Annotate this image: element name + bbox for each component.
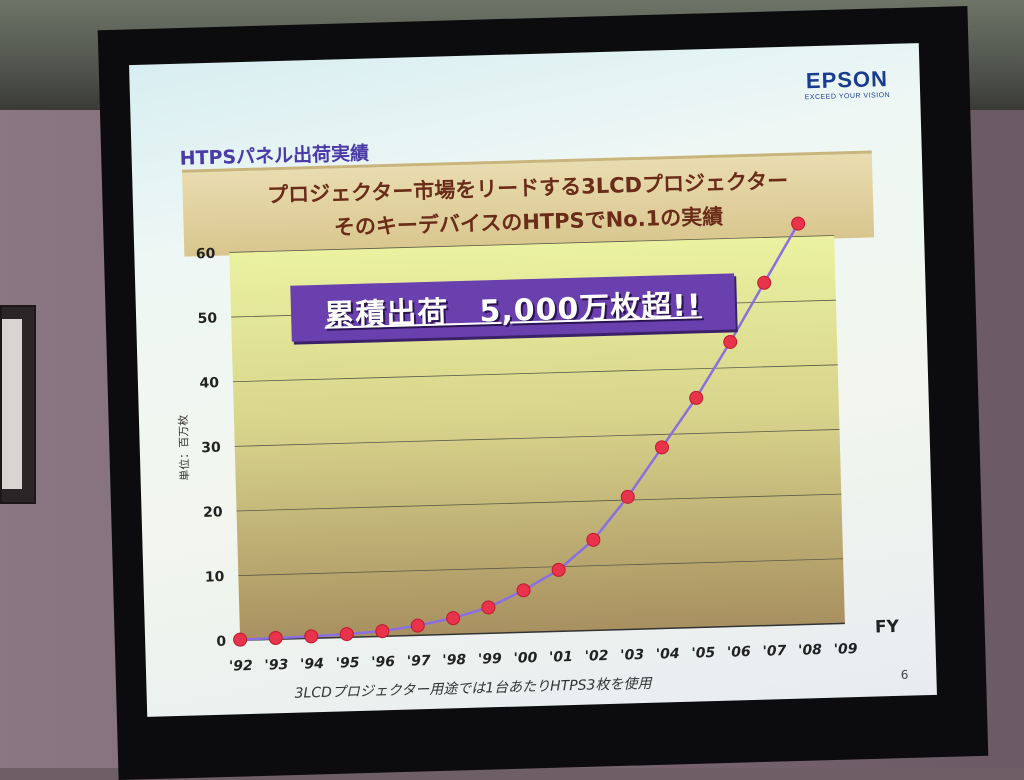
x-tick-label: '07 xyxy=(762,643,786,660)
data-point xyxy=(516,583,531,598)
data-point xyxy=(446,611,461,626)
data-point xyxy=(339,627,354,642)
x-tick-label: '04 xyxy=(656,646,680,663)
y-tick-label: 40 xyxy=(199,375,219,392)
data-point xyxy=(654,440,669,455)
data-point xyxy=(791,216,806,231)
gridline-30 xyxy=(234,429,840,447)
data-point xyxy=(375,624,390,639)
y-tick-label: 20 xyxy=(203,504,223,521)
series-markers xyxy=(233,216,806,647)
x-axis-label: FY xyxy=(875,617,900,638)
x-tick-label: '93 xyxy=(264,657,288,674)
data-point xyxy=(620,489,635,504)
y-tick-label: 10 xyxy=(205,569,225,586)
y-tick-label: 30 xyxy=(201,440,221,457)
cumulative-shipments-chart: 0 10 20 30 40 50 60 '92 '93 '94 '95 '96 '97 '98 '99 '0… xyxy=(176,216,900,675)
x-tick-label: '01 xyxy=(549,649,573,666)
x-tick-label: '09 xyxy=(834,641,858,658)
x-tick-label: '99 xyxy=(478,651,502,668)
x-tick-label: '05 xyxy=(691,645,715,662)
x-tick-label: '03 xyxy=(620,647,644,664)
data-point xyxy=(551,562,566,577)
x-tick-label: '00 xyxy=(513,650,537,667)
x-tick-label: '08 xyxy=(798,642,822,659)
data-point xyxy=(304,629,319,644)
gridline-40 xyxy=(232,364,838,383)
gridline-10 xyxy=(238,558,844,577)
data-point xyxy=(268,630,283,645)
x-tick-label: '02 xyxy=(585,648,609,665)
x-axis-ticks: '92 '93 '94 '95 '96 '97 '98 '99 '00 '01 '02 '03 '04 '… xyxy=(229,641,858,675)
y-tick-label: 60 xyxy=(196,246,216,263)
data-point xyxy=(481,600,496,615)
data-point xyxy=(586,532,601,547)
wall-picture xyxy=(2,319,22,489)
data-point xyxy=(723,334,738,349)
y-axis-ticks: 0 10 20 30 40 50 60 xyxy=(196,246,227,650)
x-tick-label: '92 xyxy=(229,658,253,675)
data-point xyxy=(410,618,425,633)
x-tick-label: '94 xyxy=(300,656,324,673)
y-tick-label: 0 xyxy=(216,634,226,650)
page-number: 6 xyxy=(900,667,909,682)
x-tick-label: '95 xyxy=(335,655,359,672)
x-tick-label: '06 xyxy=(727,644,751,661)
slide: EPSON EXCEED YOUR VISION HTPSパネル出荷実績 プロジ… xyxy=(129,43,937,717)
wall-picture-frame xyxy=(0,305,36,504)
data-point xyxy=(689,390,704,405)
x-tick-label: '96 xyxy=(371,654,395,671)
x-tick-label: '98 xyxy=(442,652,466,669)
data-point xyxy=(757,275,772,290)
banner-text: 累積出荷 5,000万枚超!! xyxy=(324,288,703,334)
y-tick-label: 50 xyxy=(197,310,217,327)
x-tick-label: '97 xyxy=(407,653,431,670)
y-axis-label: 単位：百万枚 xyxy=(176,415,192,481)
gridline-20 xyxy=(236,493,842,512)
gridline-60 xyxy=(229,235,835,253)
data-point xyxy=(233,632,248,647)
